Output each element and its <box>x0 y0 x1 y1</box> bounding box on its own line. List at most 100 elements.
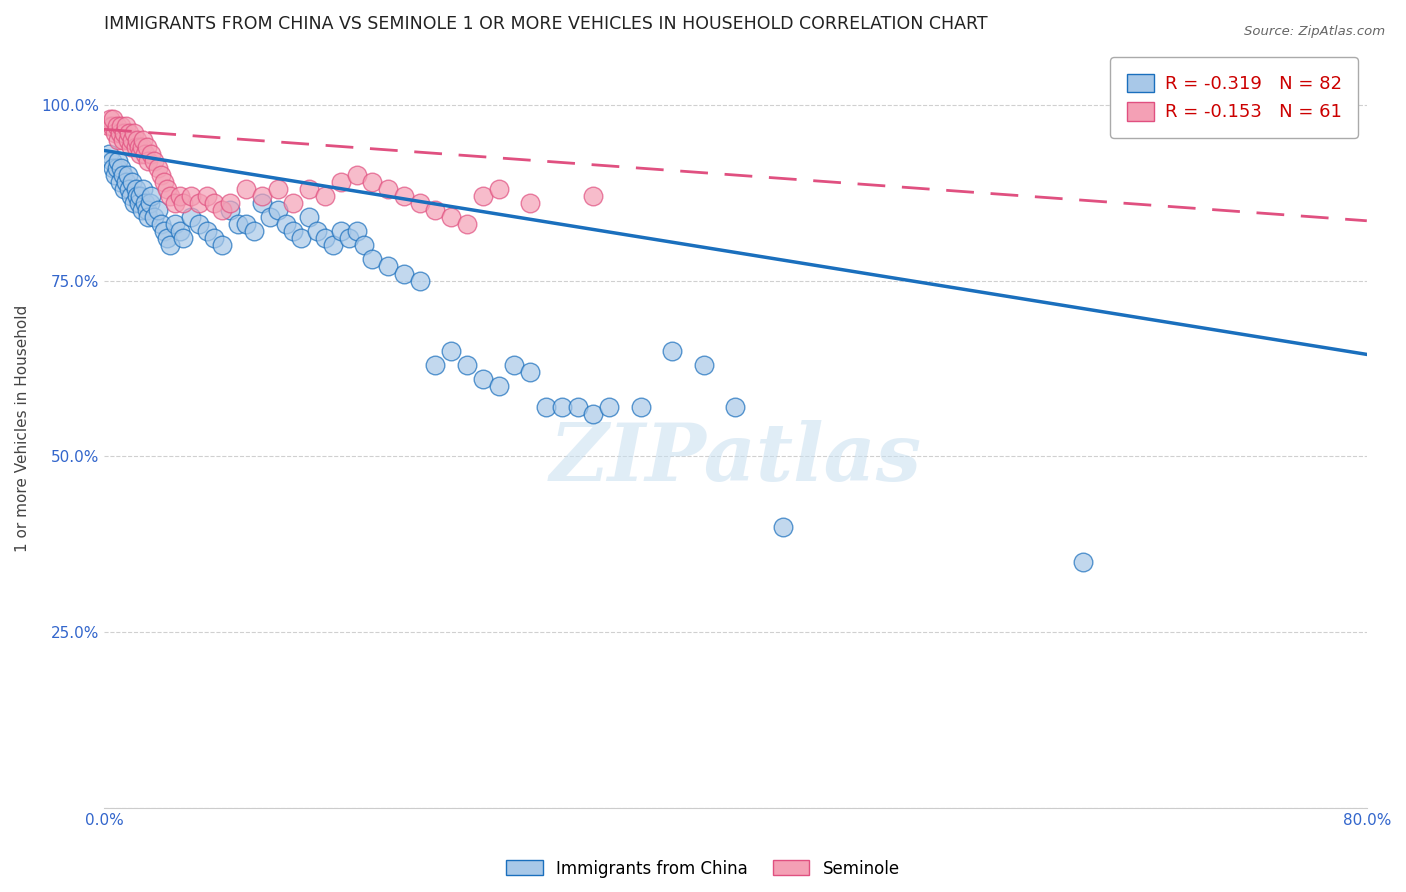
Point <box>121 175 143 189</box>
Point <box>226 217 249 231</box>
Point <box>250 196 273 211</box>
Point <box>111 168 134 182</box>
Point <box>143 153 166 168</box>
Point <box>149 217 172 231</box>
Point <box>132 133 155 147</box>
Point <box>392 267 415 281</box>
Point <box>128 140 150 154</box>
Point <box>488 379 510 393</box>
Point <box>135 140 157 154</box>
Point <box>204 231 226 245</box>
Point <box>108 175 131 189</box>
Point <box>156 231 179 245</box>
Point <box>127 133 149 147</box>
Point <box>132 182 155 196</box>
Point <box>163 217 186 231</box>
Point <box>135 203 157 218</box>
Point <box>103 112 125 126</box>
Text: Source: ZipAtlas.com: Source: ZipAtlas.com <box>1244 25 1385 38</box>
Point <box>156 182 179 196</box>
Point <box>169 224 191 238</box>
Point <box>329 224 352 238</box>
Point <box>519 365 541 379</box>
Point <box>128 196 150 211</box>
Text: ZIPatlas: ZIPatlas <box>550 420 921 498</box>
Point <box>519 196 541 211</box>
Point <box>274 217 297 231</box>
Point <box>153 224 176 238</box>
Point <box>101 119 124 133</box>
Point <box>582 407 605 421</box>
Point <box>101 153 124 168</box>
Point <box>97 119 120 133</box>
Y-axis label: 1 or more Vehicles in Household: 1 or more Vehicles in Household <box>15 305 30 552</box>
Point <box>314 189 336 203</box>
Point <box>219 196 242 211</box>
Point <box>110 119 132 133</box>
Point <box>134 196 156 211</box>
Point <box>180 189 202 203</box>
Point <box>117 133 139 147</box>
Point <box>377 182 399 196</box>
Point <box>243 224 266 238</box>
Point <box>195 224 218 238</box>
Point <box>124 140 146 154</box>
Point <box>121 133 143 147</box>
Point <box>146 203 169 218</box>
Point <box>120 140 142 154</box>
Point <box>129 189 152 203</box>
Point <box>1308 91 1330 105</box>
Point <box>103 161 125 175</box>
Point <box>322 238 344 252</box>
Point <box>111 133 134 147</box>
Point <box>283 196 305 211</box>
Point <box>104 126 127 140</box>
Point <box>136 211 159 225</box>
Point <box>361 175 384 189</box>
Point <box>298 211 321 225</box>
Point <box>408 274 430 288</box>
Point <box>159 189 181 203</box>
Point <box>235 217 257 231</box>
Point <box>582 189 605 203</box>
Point <box>141 189 163 203</box>
Point <box>551 400 574 414</box>
Point <box>235 182 257 196</box>
Point <box>136 153 159 168</box>
Point <box>104 168 127 182</box>
Point <box>503 358 526 372</box>
Point <box>1071 555 1094 569</box>
Point <box>118 126 141 140</box>
Point <box>108 126 131 140</box>
Point <box>159 238 181 252</box>
Point <box>353 238 375 252</box>
Point <box>425 358 447 372</box>
Point <box>98 112 121 126</box>
Point <box>290 231 312 245</box>
Point <box>120 189 142 203</box>
Point <box>298 182 321 196</box>
Point <box>153 175 176 189</box>
Point <box>266 203 288 218</box>
Point <box>361 252 384 267</box>
Point <box>134 147 156 161</box>
Point <box>598 400 620 414</box>
Point <box>534 400 557 414</box>
Point <box>456 217 478 231</box>
Point <box>346 224 368 238</box>
Point <box>259 211 281 225</box>
Point <box>392 189 415 203</box>
Point <box>408 196 430 211</box>
Point <box>329 175 352 189</box>
Text: IMMIGRANTS FROM CHINA VS SEMINOLE 1 OR MORE VEHICLES IN HOUSEHOLD CORRELATION CH: IMMIGRANTS FROM CHINA VS SEMINOLE 1 OR M… <box>104 15 987 33</box>
Point <box>122 196 145 211</box>
Point <box>211 203 233 218</box>
Point <box>440 343 463 358</box>
Point <box>488 182 510 196</box>
Point <box>456 358 478 372</box>
Point <box>114 126 136 140</box>
Point <box>107 133 129 147</box>
Point <box>211 238 233 252</box>
Point <box>425 203 447 218</box>
Point <box>131 140 153 154</box>
